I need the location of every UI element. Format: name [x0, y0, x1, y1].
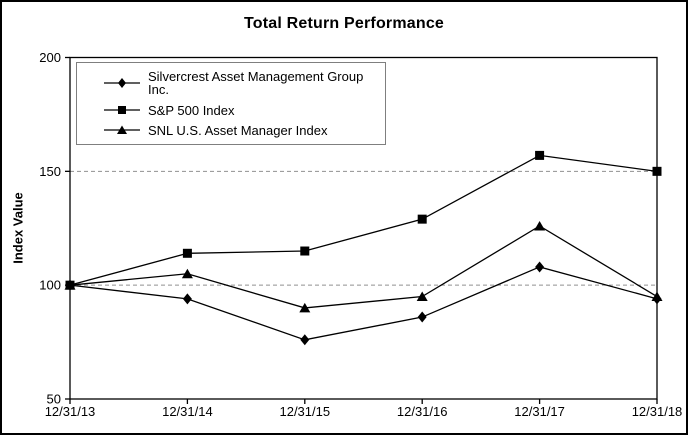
legend-sample-marker [117, 125, 127, 135]
series-marker-triangle [534, 220, 546, 231]
series-marker-triangle [299, 302, 311, 313]
chart-title: Total Return Performance [243, 15, 445, 32]
series-marker-square [417, 214, 427, 224]
y-tick-label: 50 [47, 392, 61, 407]
series-square [65, 150, 662, 290]
series-line [69, 266, 658, 341]
x-tick-label: 12/31/17 [514, 404, 565, 419]
x-tick-label: 12/31/16 [397, 404, 448, 419]
legend-label-snl: SNL U.S. Asset Manager Index [148, 122, 328, 138]
series-marker-square [65, 280, 75, 290]
series-marker-square [535, 150, 545, 160]
x-tick-label: 12/31/18 [632, 404, 683, 419]
legend-item-silvercrest: Silvercrest Asset Management Group Inc. [104, 70, 385, 96]
y-tick-label: 100 [39, 278, 61, 293]
legend-marker-triangle-icon [104, 125, 140, 135]
legend-sample-marker [118, 106, 126, 114]
series-marker-diamond [300, 334, 310, 346]
series-marker-square [182, 248, 192, 258]
series-line [69, 225, 658, 309]
series-marker-square [652, 166, 662, 176]
legend-marker-square-icon [104, 106, 140, 114]
series-marker-diamond [535, 261, 545, 273]
x-tick-label: 12/31/15 [279, 404, 330, 419]
legend: Silvercrest Asset Management Group Inc. … [76, 62, 386, 145]
x-tick-label: 12/31/13 [45, 404, 96, 419]
y-tick-label: 150 [39, 164, 61, 179]
series-marker-diamond [652, 293, 662, 305]
legend-item-snl: SNL U.S. Asset Manager Index [104, 124, 385, 137]
plot-border [69, 56, 658, 400]
series-marker-diamond [182, 293, 192, 305]
series-line [69, 154, 658, 286]
series-marker-triangle [416, 291, 428, 302]
legend-marker-diamond-icon [104, 78, 140, 89]
series-marker-triangle [181, 268, 193, 279]
legend-item-sp500: S&P 500 Index [104, 104, 385, 117]
legend-sample-marker [118, 78, 126, 89]
legend-label-silvercrest: Silvercrest Asset Management Group Inc. [148, 69, 364, 98]
series-marker-square [300, 246, 310, 256]
series-diamond [65, 261, 662, 346]
legend-label-sp500: S&P 500 Index [148, 102, 235, 118]
y-tick-label: 200 [39, 50, 61, 65]
series-marker-diamond [417, 311, 427, 323]
x-tick-label: 12/31/14 [162, 404, 213, 419]
